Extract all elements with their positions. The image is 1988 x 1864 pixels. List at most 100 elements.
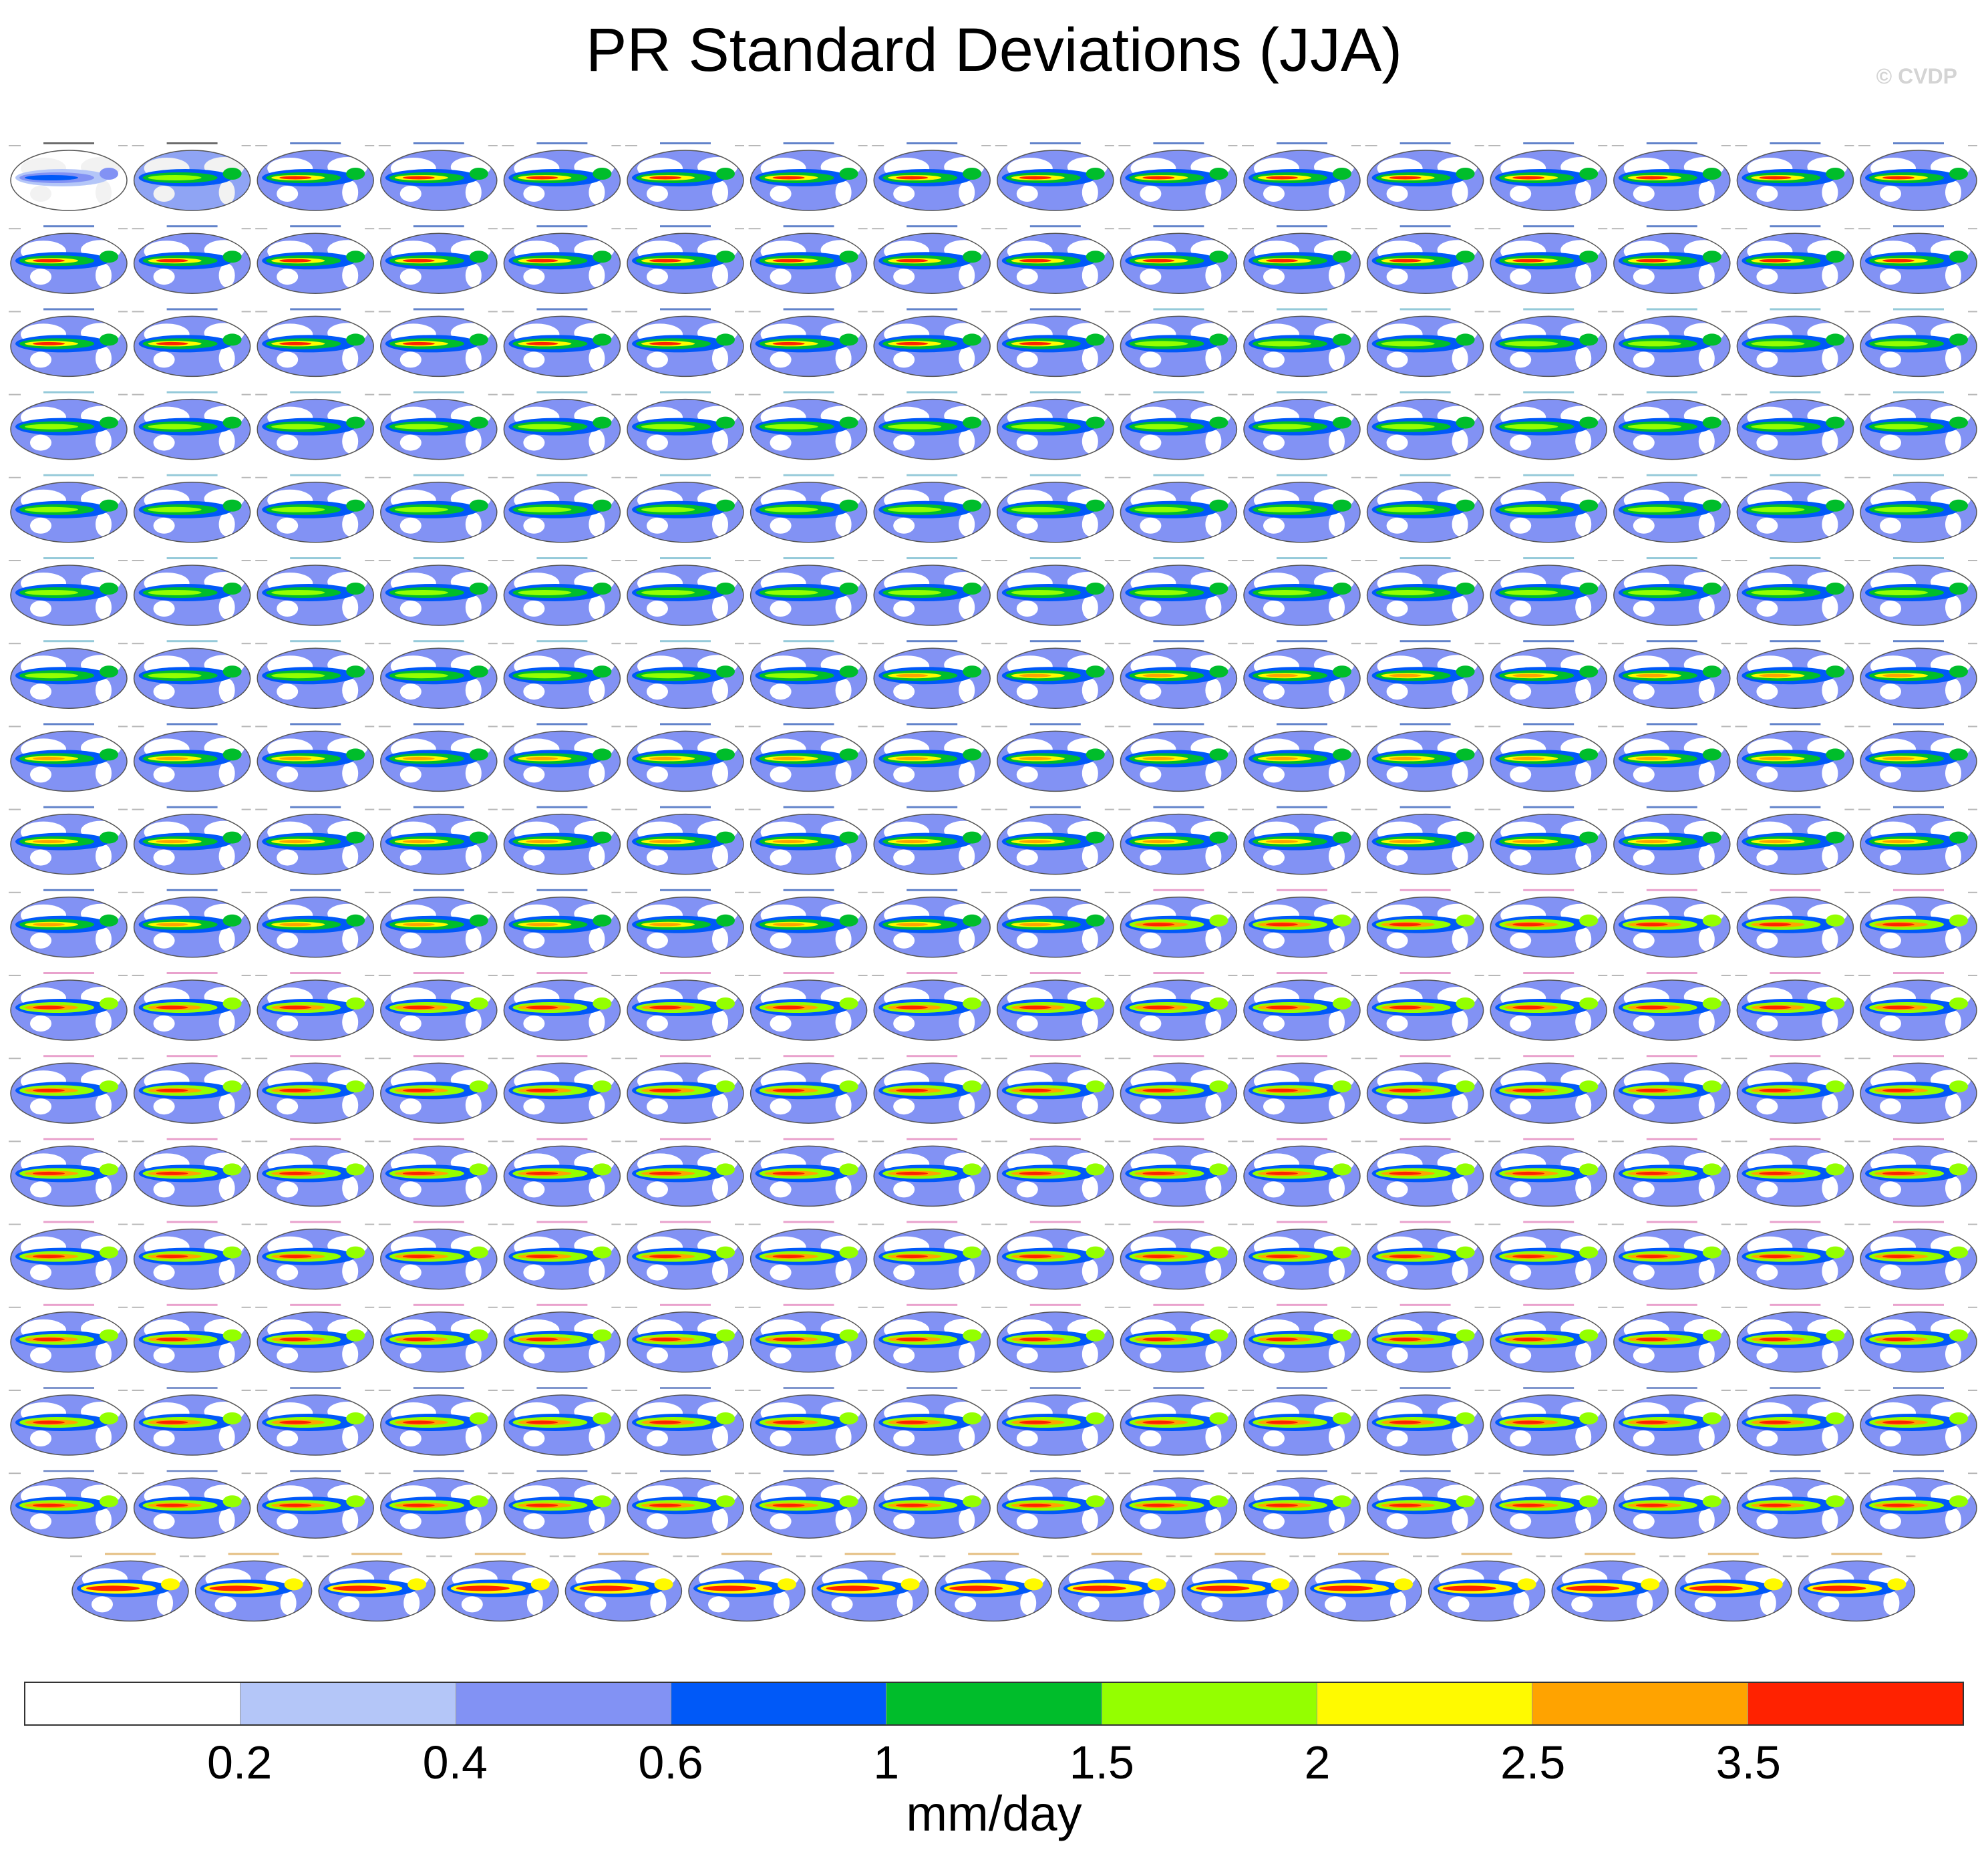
map-panel [625,1055,744,1124]
colorbar-tick-label: 0.2 [207,1736,273,1789]
map-panel [132,391,251,460]
map-panel [995,1221,1114,1290]
map-panel [255,1387,375,1456]
map-panel [1488,142,1608,211]
map-panel [1242,308,1361,377]
map-panel [1365,1138,1484,1207]
map-panel [9,225,128,294]
map-panel [502,391,621,460]
map-panel [1488,806,1608,875]
map-panel [1118,889,1238,958]
map-panel [1858,308,1977,377]
map-panel [255,391,375,460]
map-panel [995,806,1114,875]
map-panel [1118,1303,1238,1373]
map-panel [1611,474,1731,543]
map-panel [132,1303,251,1373]
map-panel [255,308,375,377]
map-panel [378,889,498,958]
map-panel [748,1138,868,1207]
map-panel [132,723,251,792]
map-panel [1365,1303,1484,1373]
map-panel [872,640,991,709]
map-panel [995,142,1114,211]
map-panel [1735,972,1854,1041]
map-panel [132,972,251,1041]
colorbar-swatch [25,1683,240,1724]
map-panel [9,557,128,626]
map-panel [1242,474,1361,543]
map-panel [1858,972,1977,1041]
colorbar-swatch [670,1683,886,1724]
map-panel [872,1221,991,1290]
map-panel [255,225,375,294]
map-panel [625,557,744,626]
map-panel [1858,1387,1977,1456]
map-panel [378,723,498,792]
map-panel [1118,972,1238,1041]
map-panel [1118,391,1238,460]
map-panel [378,1055,498,1124]
map-panel [625,1387,744,1456]
map-panel [9,1470,128,1539]
map-panel [1365,1470,1484,1539]
map-panel [1488,474,1608,543]
map-panel [255,474,375,543]
map-panel [1242,640,1361,709]
map-panel [9,889,128,958]
map-panel [378,557,498,626]
map-panel [9,640,128,709]
map-panel [1735,1470,1854,1539]
map-panel [132,308,251,377]
map-panel [1118,640,1238,709]
map-panel [1796,1553,1916,1622]
map-panel [9,391,128,460]
colorbar-swatch [886,1683,1102,1724]
map-panel [1611,1387,1731,1456]
map-panel [378,308,498,377]
map-panel [378,225,498,294]
map-panel [1242,391,1361,460]
map-panel [255,972,375,1041]
map-panel [748,474,868,543]
map-panel [1118,474,1238,543]
map-panel [132,1055,251,1124]
map-panel [70,1553,189,1622]
map-panel [748,972,868,1041]
colorbar-swatch [455,1683,671,1724]
map-panel [1488,1138,1608,1207]
map-panel [625,1221,744,1290]
colorbar-tick-label: 1.5 [1069,1736,1134,1789]
map-panel [1858,1055,1977,1124]
map-panel [9,1138,128,1207]
map-panel [1735,1221,1854,1290]
map-panel [1735,1303,1854,1373]
map-panel [1488,225,1608,294]
map-panel [563,1553,683,1622]
map-panel [1735,1055,1854,1124]
map-panel [1735,308,1854,377]
map-panel [1858,889,1977,958]
map-panel [132,640,251,709]
map-panel [1180,1553,1299,1622]
map-panel [1365,1055,1484,1124]
map-panel [625,391,744,460]
map-panel [9,1055,128,1124]
map-panel [193,1553,313,1622]
map-panel [748,1303,868,1373]
map-panel [1611,1055,1731,1124]
map-panel [1242,225,1361,294]
map-panel [132,889,251,958]
map-panel [502,1303,621,1373]
map-panel [748,1055,868,1124]
map-panel [1242,1055,1361,1124]
map-panel [502,142,621,211]
figure-title: PR Standard Deviations (JJA) [585,16,1403,84]
colorbar-tick-label: 1 [873,1736,900,1789]
map-panel [1611,557,1731,626]
map-panel [1611,1303,1731,1373]
map-panel [625,889,744,958]
map-panel [1735,889,1854,958]
map-panel [872,723,991,792]
map-panel [1735,1138,1854,1207]
